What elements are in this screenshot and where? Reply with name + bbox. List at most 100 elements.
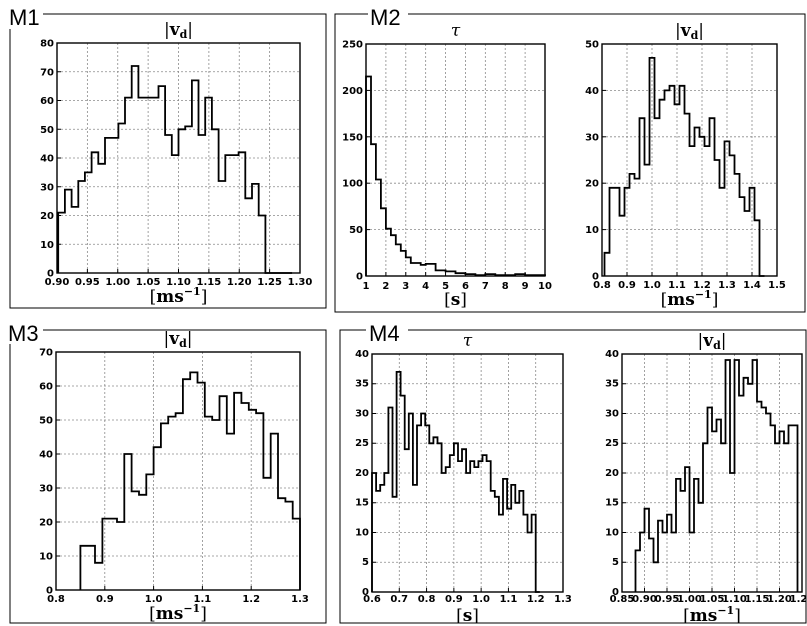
x-tick-label: 0.9 xyxy=(96,594,114,605)
y-tick-label: 10 xyxy=(605,527,619,538)
x-tick-label: 6 xyxy=(462,281,469,292)
x-tick-label: 1.00 xyxy=(105,277,130,288)
y-tick-label: 0 xyxy=(592,272,599,283)
y-tick-label: 50 xyxy=(585,40,599,51)
x-tick-label: 1.20 xyxy=(227,277,252,288)
x-tick-label: 1.20 xyxy=(767,594,792,605)
y-tick-label: 60 xyxy=(40,96,54,107)
x-tick-label: 1.15 xyxy=(197,277,222,288)
y-tick-label: 15 xyxy=(355,498,369,509)
histogram-series xyxy=(371,371,540,593)
x-axis-label: [ms−1] xyxy=(150,285,208,307)
x-axis-label: [s] xyxy=(456,606,479,626)
x-axis-label: [ms−1] xyxy=(683,604,741,626)
chart-title: |vd| xyxy=(675,21,704,42)
x-tick-label: 1.3 xyxy=(718,280,736,291)
y-tick-label: 0 xyxy=(47,269,54,280)
x-tick-label: 2 xyxy=(382,281,389,292)
x-tick-label: 1.1 xyxy=(194,594,212,605)
x-tick-label: 1.30 xyxy=(288,277,313,288)
chart-m4-tau: 0.6 0.7 0.8 0.9 1.0 1.1 1.2 1.3 0 5 10 15 20 25 30 35 40… xyxy=(355,331,572,626)
x-tick-label: 1.05 xyxy=(700,594,725,605)
y-tick-label: 30 xyxy=(40,182,54,193)
x-tick-label: 1.05 xyxy=(136,277,161,288)
x-tick-label: 0.90 xyxy=(45,277,70,288)
plot-frame xyxy=(601,43,778,277)
x-tick-label: 3 xyxy=(402,281,409,292)
chart-title: |vd| xyxy=(163,329,192,350)
group-box-m3 xyxy=(9,329,327,624)
y-tick-label: 40 xyxy=(39,450,53,461)
x-tick-label: 1.15 xyxy=(745,594,770,605)
x-tick-label: 0.7 xyxy=(390,594,408,605)
chart-title: |vd| xyxy=(697,331,726,352)
histogram-series xyxy=(79,371,301,590)
x-tick-label: 8 xyxy=(502,281,509,292)
x-tick-label: 1.5 xyxy=(768,280,786,291)
y-tick-label: 35 xyxy=(605,379,619,390)
histogram-series xyxy=(603,57,765,277)
group-box-m2 xyxy=(334,13,806,313)
x-tick-label: 1.10 xyxy=(166,277,191,288)
y-tick-label: 200 xyxy=(342,86,363,97)
y-tick-label: 25 xyxy=(605,438,619,449)
x-tick-label: 9 xyxy=(522,281,529,292)
x-tick-label: 0.8 xyxy=(47,594,65,605)
y-tick-label: 15 xyxy=(605,498,619,509)
x-tick-label: 10 xyxy=(538,281,552,292)
y-tick-label: 35 xyxy=(355,379,369,390)
group-box-m1 xyxy=(9,13,327,309)
y-tick-label: 25 xyxy=(355,438,369,449)
x-tick-label: 1.1 xyxy=(500,594,518,605)
x-tick-label: 0.95 xyxy=(75,277,100,288)
y-tick-label: 40 xyxy=(585,86,599,97)
x-axis-label: [ms−1] xyxy=(661,288,719,310)
x-tick-label: 1.10 xyxy=(722,594,747,605)
y-tick-label: 20 xyxy=(605,468,619,479)
x-tick-label: 0.9 xyxy=(445,594,463,605)
x-tick-label: 5 xyxy=(442,281,449,292)
y-tick-label: 30 xyxy=(605,408,619,419)
y-tick-label: 0 xyxy=(46,586,53,597)
group-label-m1: M1 xyxy=(9,5,40,30)
x-tick-label: 1.25 xyxy=(257,277,282,288)
y-tick-label: 0 xyxy=(612,587,619,598)
y-tick-label: 50 xyxy=(349,225,363,236)
y-tick-label: 80 xyxy=(40,39,54,50)
y-tick-label: 250 xyxy=(342,40,363,51)
chart-title: τ xyxy=(451,21,461,41)
x-tick-label: 0.9 xyxy=(618,280,636,291)
x-tick-label: 1.0 xyxy=(643,280,661,291)
plot-area xyxy=(56,352,300,590)
chart-m3-speed: 0.8 0.9 1.0 1.1 1.2 1.3 0 10 20 30 40 50 60 70 |vd| [ms… xyxy=(39,329,309,624)
x-tick-label: 1.4 xyxy=(743,280,761,291)
plot-frame xyxy=(371,353,564,593)
x-tick-label: 1.00 xyxy=(677,594,702,605)
histogram-series xyxy=(634,359,799,592)
x-tick-label: 1.0 xyxy=(145,594,163,605)
y-tick-label: 0 xyxy=(356,272,363,283)
x-tick-label: 1.2 xyxy=(527,594,545,605)
y-tick-label: 10 xyxy=(39,552,53,563)
x-tick-label: 1.2 xyxy=(242,594,260,605)
y-tick-label: 0 xyxy=(362,587,369,598)
x-tick-label: 4 xyxy=(422,281,429,292)
y-tick-label: 150 xyxy=(342,132,363,143)
x-tick-label: 7 xyxy=(482,281,489,292)
histogram-series xyxy=(57,65,293,274)
plot-area xyxy=(602,44,777,276)
y-tick-label: 10 xyxy=(585,225,599,236)
y-tick-label: 40 xyxy=(355,349,369,360)
chart-m1-speed: 0.90 0.95 1.00 1.05 1.10 1.15 1.20 1.25 1.30 0 10 2… xyxy=(40,20,312,307)
x-tick-label: 1.25 xyxy=(790,594,807,605)
y-tick-label: 70 xyxy=(39,348,53,359)
plot-frame xyxy=(621,353,803,593)
y-tick-label: 40 xyxy=(605,349,619,360)
y-tick-label: 20 xyxy=(585,179,599,190)
y-tick-label: 30 xyxy=(39,484,53,495)
group-label-m4: M4 xyxy=(369,321,400,346)
x-tick-label: 1.2 xyxy=(693,280,711,291)
y-tick-label: 40 xyxy=(40,154,54,165)
